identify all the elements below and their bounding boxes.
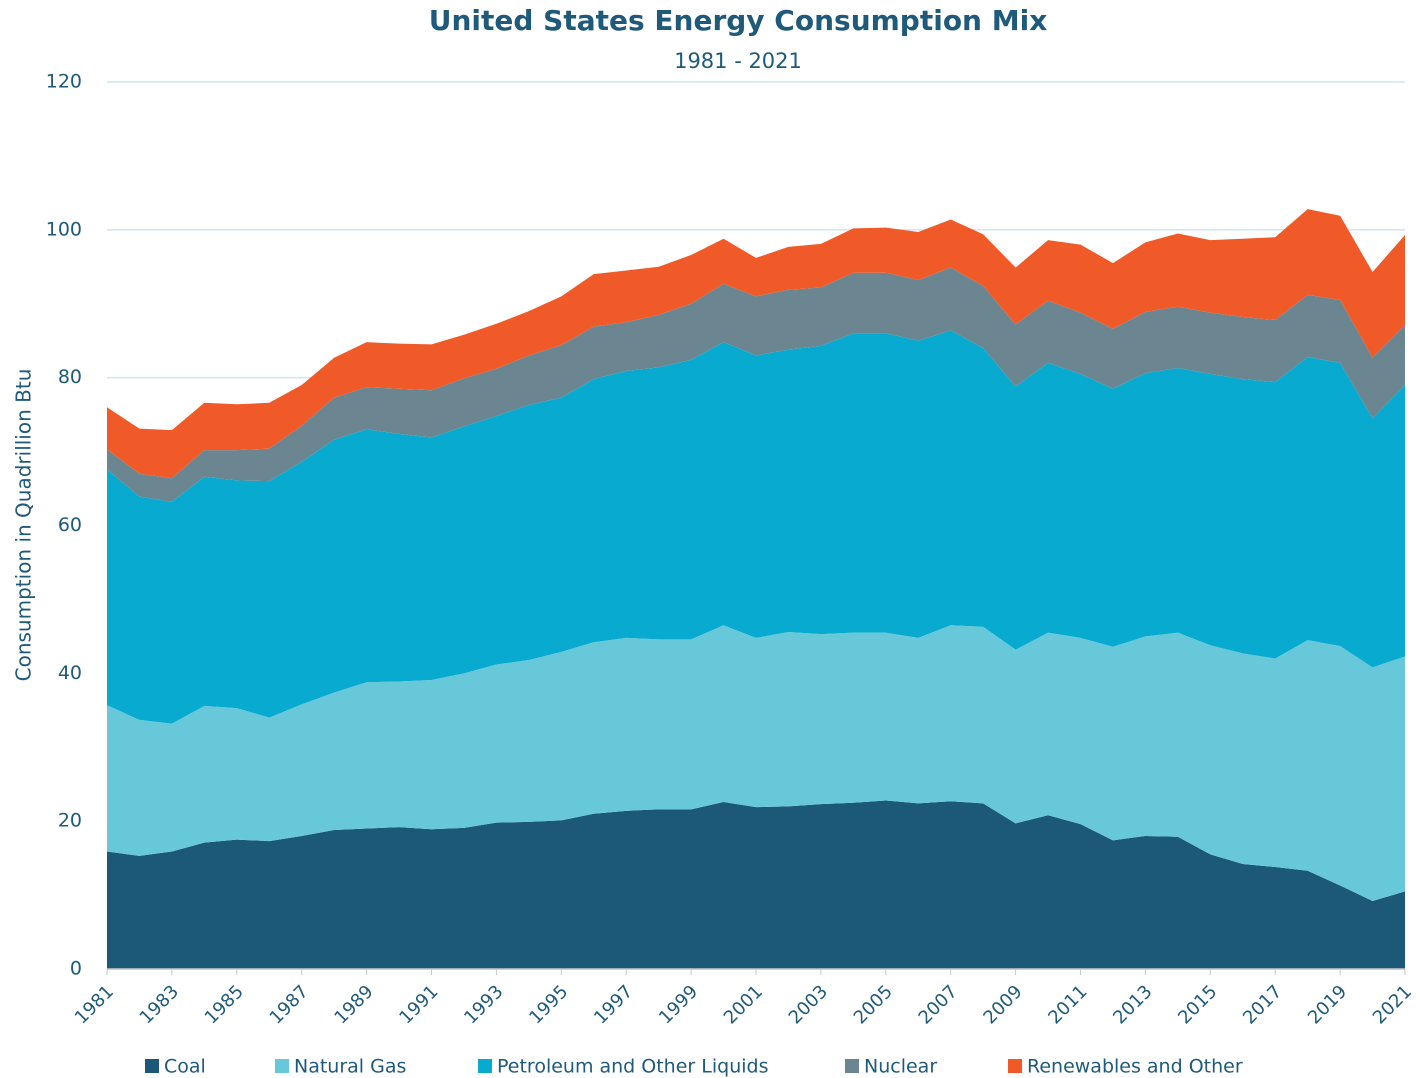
x-tick-label: 2001 (720, 981, 767, 1028)
x-tick-label: 2015 (1174, 981, 1221, 1028)
y-tick-label: 20 (58, 810, 82, 832)
x-tick-label: 1991 (395, 981, 442, 1028)
x-tick-label: 2005 (850, 981, 897, 1028)
x-tick-label: 1997 (590, 981, 637, 1028)
legend-label: Renewables and Other (1027, 1056, 1243, 1078)
area (107, 625, 1405, 901)
legend-label: Petroleum and Other Liquids (497, 1056, 768, 1078)
legend-label: Nuclear (864, 1056, 937, 1078)
x-tick-label: 2007 (915, 981, 962, 1028)
y-tick-label: 0 (70, 958, 82, 980)
y-tick-label: 40 (58, 662, 82, 684)
x-tick-label: 2013 (1109, 981, 1156, 1028)
legend-swatch (845, 1059, 859, 1073)
x-tick-label: 2019 (1304, 981, 1351, 1028)
x-tick-label: 2017 (1239, 981, 1286, 1028)
legend-swatch (145, 1059, 159, 1073)
x-tick-label: 1983 (136, 981, 183, 1028)
area (107, 800, 1405, 969)
y-tick-label: 100 (46, 218, 82, 240)
area (107, 267, 1405, 502)
y-tick-label: 80 (58, 366, 82, 388)
x-tick-label: 1985 (201, 981, 248, 1028)
x-tick-label: 2009 (979, 981, 1026, 1028)
chart-subtitle: 1981 - 2021 (674, 49, 802, 73)
x-tick-label: 1981 (71, 981, 118, 1028)
x-tick-label: 1995 (525, 981, 572, 1028)
legend-label: Natural Gas (294, 1056, 406, 1078)
x-tick-label: 1993 (460, 981, 507, 1028)
legend-swatch (275, 1059, 289, 1073)
area (107, 209, 1405, 479)
area (107, 330, 1405, 724)
x-tick-label: 2011 (1044, 981, 1091, 1028)
chart-title: United States Energy Consumption Mix (429, 4, 1048, 37)
y-axis-label: Consumption in Quadrillion Btu (12, 369, 36, 682)
legend-swatch (478, 1059, 492, 1073)
x-tick-label: 1999 (655, 981, 702, 1028)
y-tick-label: 120 (46, 71, 82, 93)
y-tick-label: 60 (58, 514, 82, 536)
x-tick-label: 2021 (1369, 981, 1416, 1028)
legend-swatch (1008, 1059, 1022, 1073)
x-tick-label: 1987 (266, 981, 313, 1028)
x-tick-label: 1989 (330, 981, 377, 1028)
legend-label: Coal (164, 1056, 206, 1078)
x-tick-label: 2003 (785, 981, 832, 1028)
